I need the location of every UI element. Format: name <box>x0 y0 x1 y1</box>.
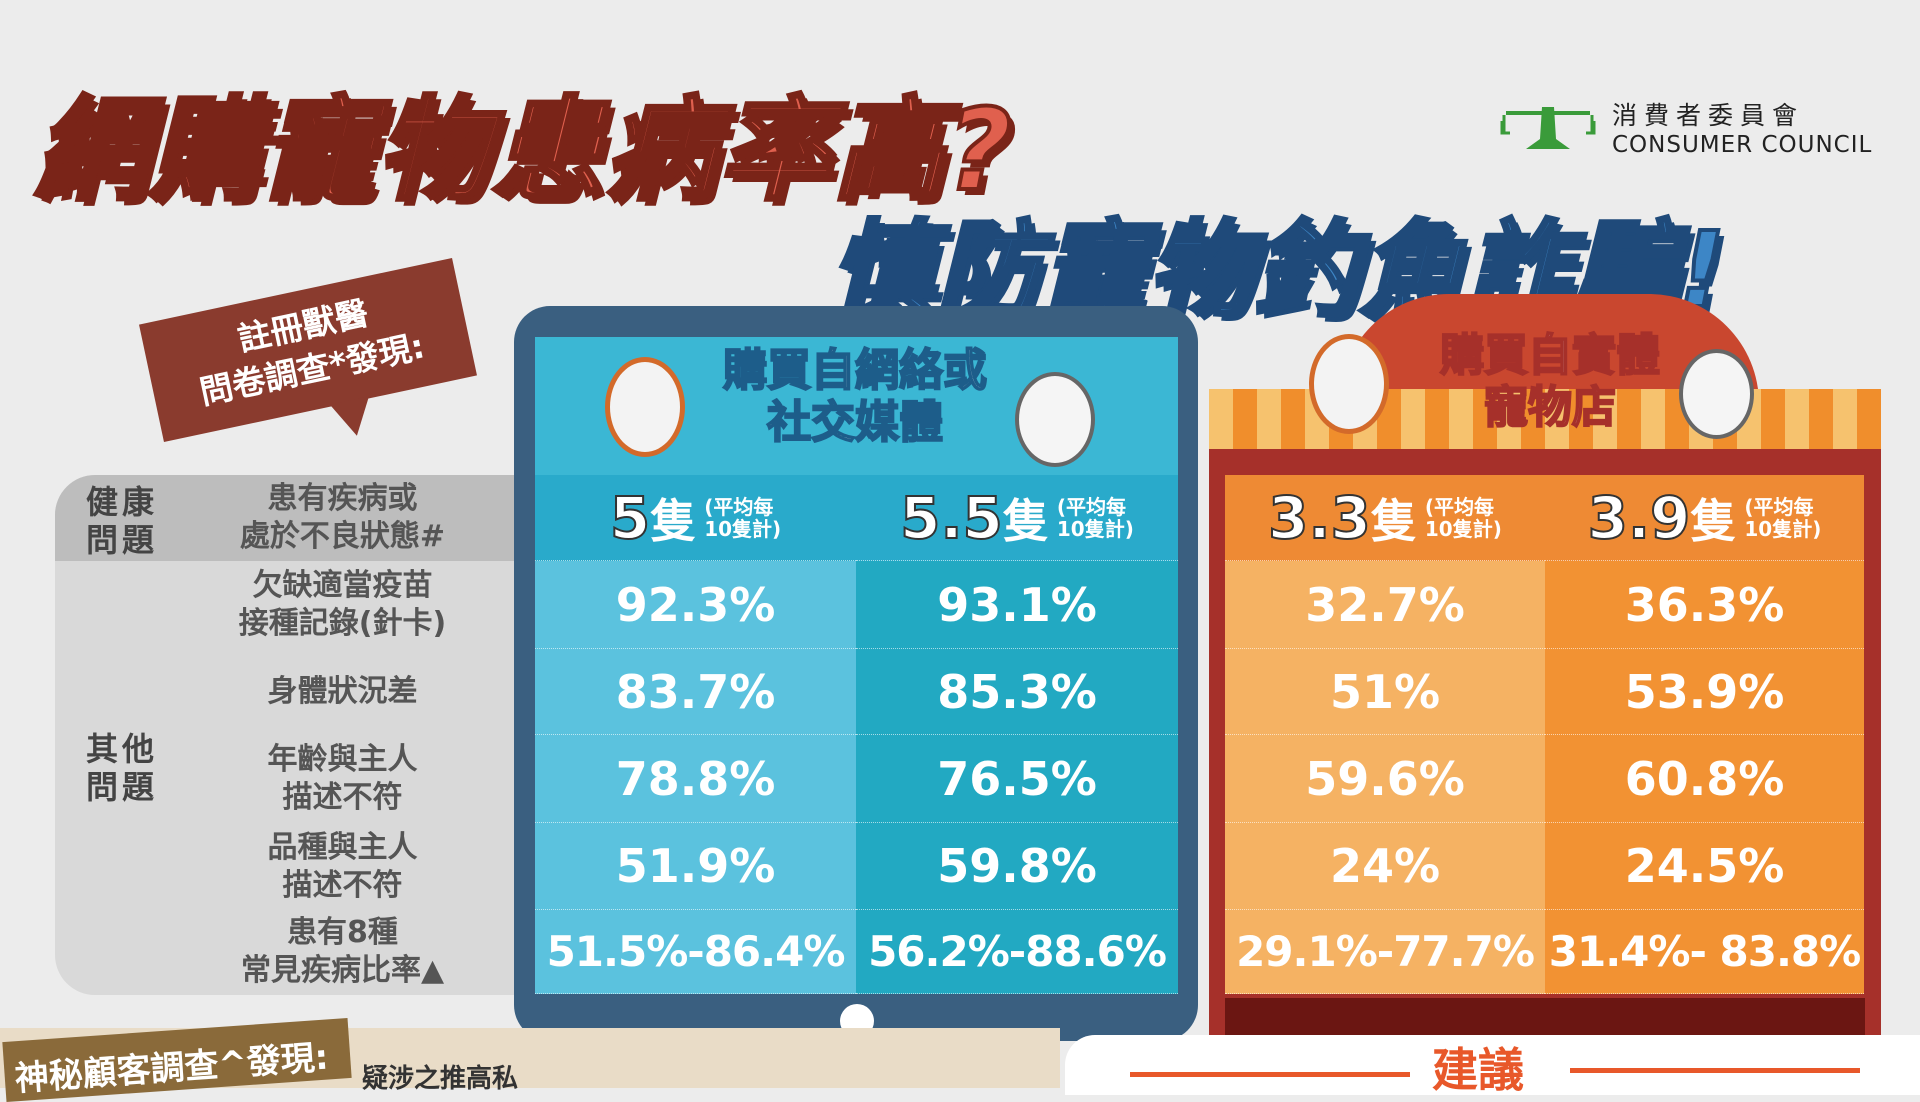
value-cell: 36.3% <box>1545 561 1864 649</box>
row-labels-panel: 健康問題 其他問題 患有疾病或 處於不良狀態# 欠缺適當疫苗 接種記錄(針卡) 身體狀況… <box>55 475 525 995</box>
value-cell: 92.3% <box>535 561 856 649</box>
value-cell: 24.5% <box>1545 823 1864 910</box>
advice-heading: 建議 <box>1432 1043 1524 1097</box>
value-cell: 53.9% <box>1545 649 1864 735</box>
mystery-text: 疑涉之推高私 <box>362 1064 519 1094</box>
row-label: 患有8種 常見疾病比率▲ <box>240 915 445 988</box>
value-cell: 24% <box>1225 823 1545 910</box>
value-cell: 78.8% <box>535 735 856 823</box>
dog-illustration <box>605 357 685 457</box>
row-label: 患有疾病或 處於不良狀態# <box>239 481 446 554</box>
header-count-cell: 5 隻 (平均每 10隻計) <box>535 475 856 561</box>
consumer-council-logo: 消費者委員會 CONSUMER COUNCIL <box>1498 96 1872 158</box>
value-cell: 32.7% <box>1225 561 1545 649</box>
value-cell: 60.8% <box>1545 735 1864 823</box>
header-count-cell: 3.3 隻 (平均每 10隻計) <box>1225 475 1545 561</box>
header-count-cell: 5.5 隻 (平均每 10隻計) <box>856 475 1178 561</box>
value-cell: 51.5%-86.4% <box>535 910 856 994</box>
group-health: 健康問題 <box>85 483 158 559</box>
value-cell: 59.8% <box>856 823 1178 910</box>
header-count-cell: 3.9 隻 (平均每 10隻計) <box>1545 475 1864 561</box>
advice-line-left <box>1130 1072 1410 1077</box>
value-cell: 51% <box>1225 649 1545 735</box>
value-cell: 85.3% <box>856 649 1178 735</box>
headline-line1: 網購寵物患病率高? <box>33 84 1014 218</box>
value-cell: 29.1%-77.7% <box>1225 910 1545 994</box>
logo-english: CONSUMER COUNCIL <box>1612 132 1873 158</box>
survey-tag: 註冊獸醫 問卷調查*發現: <box>139 258 477 442</box>
value-cell: 59.6% <box>1225 735 1545 823</box>
row-label: 欠缺適當疫苗 接種記錄(針卡) <box>238 568 447 641</box>
scales-icon <box>1500 107 1596 149</box>
value-cell: 76.5% <box>856 735 1178 823</box>
row-label: 身體狀況差 <box>267 674 418 709</box>
value-cell: 31.4%- 83.8% <box>1545 910 1864 994</box>
advice-line-right <box>1570 1068 1860 1073</box>
store-title: 購買自實體 寵物店 <box>1439 329 1661 434</box>
row-label: 品種與主人 描述不符 <box>267 829 418 903</box>
group-other: 其他問題 <box>85 730 158 806</box>
value-cell: 56.2%-88.6% <box>856 910 1178 994</box>
value-cell: 83.7% <box>535 649 856 735</box>
row-label: 年齡與主人 描述不符 <box>267 742 418 815</box>
online-header <box>535 337 1178 475</box>
logo-chinese: 消費者委員會 <box>1612 101 1805 130</box>
value-cell: 93.1% <box>856 561 1178 649</box>
dog-illustration <box>1309 334 1389 434</box>
online-title: 購買自網絡或 社交媒體 <box>722 344 988 449</box>
cat-illustration <box>1679 349 1754 439</box>
value-cell: 51.9% <box>535 823 856 910</box>
cat-illustration <box>1015 372 1095 467</box>
